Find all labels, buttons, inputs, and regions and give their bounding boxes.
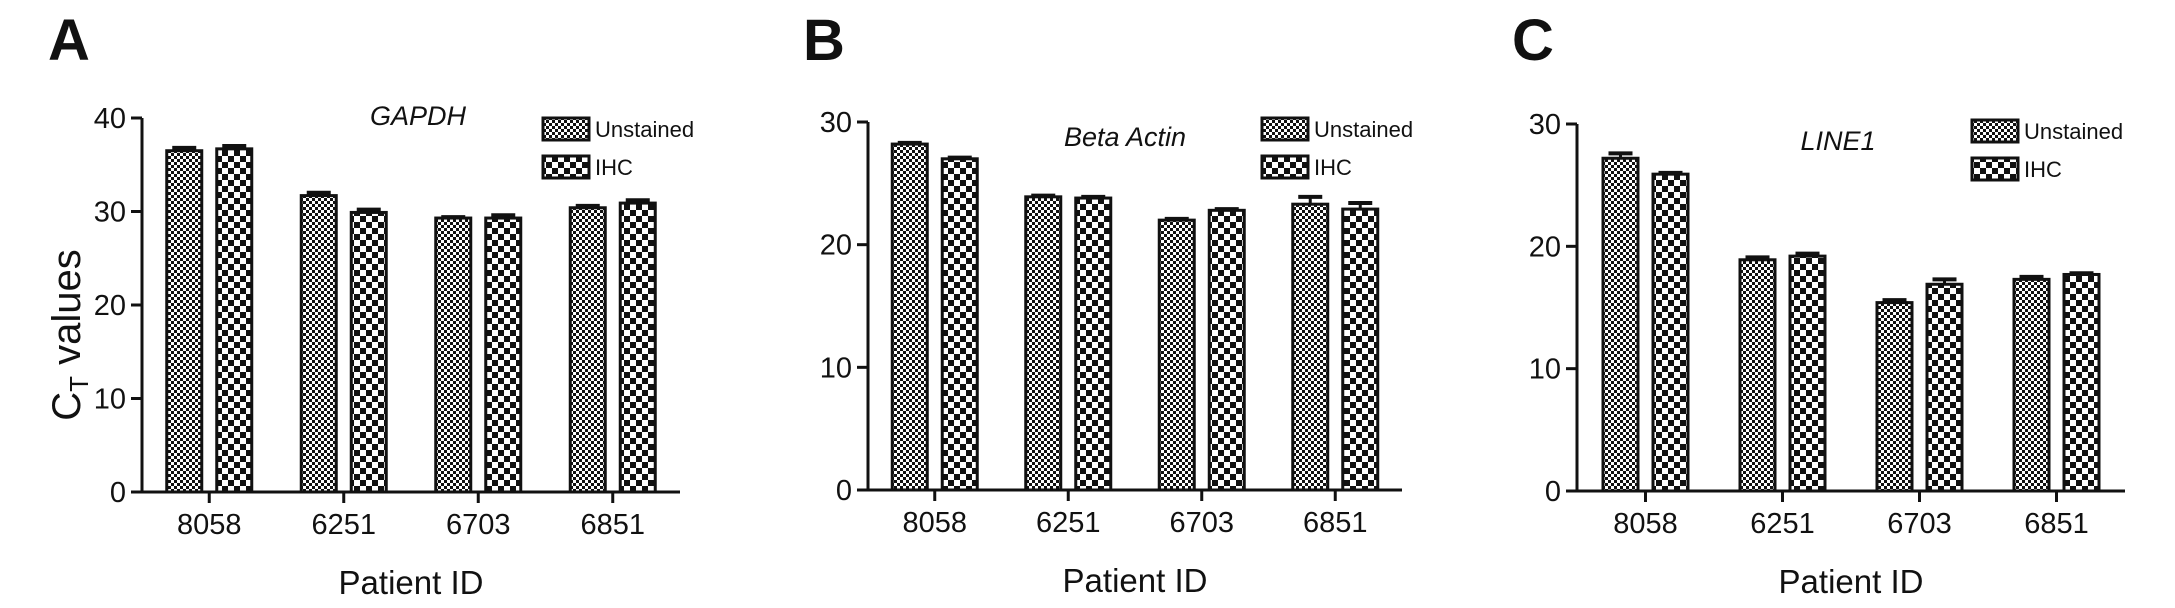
bar-unstained-6851 — [2012, 277, 2051, 493]
x-tick-label: 6851 — [2024, 508, 2089, 540]
x-tick-label: 6851 — [580, 509, 645, 541]
panel-letter: A — [48, 8, 90, 73]
legend-swatch-ihc — [1260, 154, 1310, 180]
bar-unstained-8058 — [890, 142, 929, 492]
x-tick-label: 6251 — [1036, 507, 1101, 539]
x-tick-label: 6251 — [1750, 508, 1815, 540]
bar-ihc-6703 — [1925, 282, 1964, 493]
bar-unstained-6251 — [1738, 258, 1777, 493]
bar-unstained-6251 — [299, 194, 338, 494]
chart-title: GAPDH — [370, 101, 467, 131]
bar-unstained-6703 — [1875, 301, 1914, 493]
bar-unstained-8058 — [165, 149, 204, 494]
bar-unstained-6703 — [434, 216, 473, 494]
y-tick-label: 40 — [94, 103, 126, 135]
bar-unstained-6703 — [1157, 218, 1196, 492]
y-tick-label: 0 — [110, 477, 126, 509]
x-tick-label: 8058 — [177, 509, 242, 541]
x-tick-label: 6251 — [311, 509, 376, 541]
chart-panel-b: B 0 10 20 30 8058 6251 6703 6851 Patient ID Beta A… — [803, 8, 1413, 599]
bar-unstained-8058 — [1601, 156, 1640, 493]
bar-unstained-6251 — [1024, 195, 1063, 492]
y-tick-label: 30 — [820, 107, 852, 139]
legend-label-ihc: IHC — [2024, 157, 2062, 182]
x-axis-title: Patient ID — [1063, 562, 1208, 599]
bar-ihc-6851 — [2062, 272, 2101, 493]
chart-title: LINE1 — [1800, 126, 1875, 156]
bar-ihc-8058 — [1651, 172, 1690, 493]
legend-label-unstained: Unstained — [1314, 117, 1413, 142]
legend-swatch-ihc — [541, 154, 591, 180]
legend-label-ihc: IHC — [1314, 155, 1352, 180]
bar-ihc-6851 — [618, 201, 657, 494]
bar-ihc-8058 — [215, 147, 254, 494]
y-axis-title: CT values — [45, 249, 94, 421]
bar-unstained-6851 — [1291, 202, 1330, 492]
x-tick-label: 8058 — [902, 507, 967, 539]
y-tick-label: 10 — [94, 384, 126, 416]
legend-swatch-unstained — [1260, 116, 1310, 142]
chart-panel-c: C 0 10 20 30 8058 6251 6703 6851 Patient ID LINE1 U… — [1512, 8, 2125, 600]
chart-panel-a: A 0 10 20 30 40 8058 6251 6703 6851 Patient ID GAPD… — [48, 8, 694, 601]
y-tick-label: 10 — [820, 352, 852, 384]
chart-title: Beta Actin — [1064, 122, 1186, 152]
legend-swatch-ihc — [1970, 156, 2020, 182]
y-tick-label: 30 — [1529, 109, 1561, 141]
y-tick-label: 20 — [94, 290, 126, 322]
bar-unstained-6851 — [568, 206, 607, 494]
bar-ihc-6251 — [349, 210, 388, 494]
y-tick-label: 0 — [836, 475, 852, 507]
panel-letter: C — [1512, 8, 1554, 73]
bar-ihc-6251 — [1074, 196, 1113, 492]
x-tick-label: 6851 — [1303, 507, 1368, 539]
x-tick-label: 6703 — [1887, 508, 1952, 540]
x-axis-title: Patient ID — [1779, 563, 1924, 600]
y-tick-label: 0 — [1545, 476, 1561, 508]
x-tick-label: 8058 — [1613, 508, 1678, 540]
bar-ihc-6703 — [484, 216, 523, 494]
legend-label-unstained: Unstained — [2024, 119, 2123, 144]
legend-label-ihc: IHC — [595, 155, 633, 180]
legend-swatch-unstained — [541, 116, 591, 142]
bar-ihc-6251 — [1788, 254, 1827, 493]
y-tick-label: 20 — [820, 230, 852, 262]
y-tick-label: 30 — [94, 197, 126, 229]
legend-swatch-unstained — [1970, 118, 2020, 144]
legend-label-unstained: Unstained — [595, 117, 694, 142]
bar-ihc-6851 — [1341, 207, 1380, 492]
y-tick-label: 10 — [1529, 354, 1561, 386]
x-tick-label: 6703 — [446, 509, 511, 541]
bar-ihc-8058 — [940, 157, 979, 492]
panel-letter: B — [803, 8, 845, 73]
y-tick-label: 20 — [1529, 231, 1561, 263]
x-axis-title: Patient ID — [339, 564, 484, 601]
x-tick-label: 6703 — [1169, 507, 1234, 539]
bar-ihc-6703 — [1207, 208, 1246, 492]
